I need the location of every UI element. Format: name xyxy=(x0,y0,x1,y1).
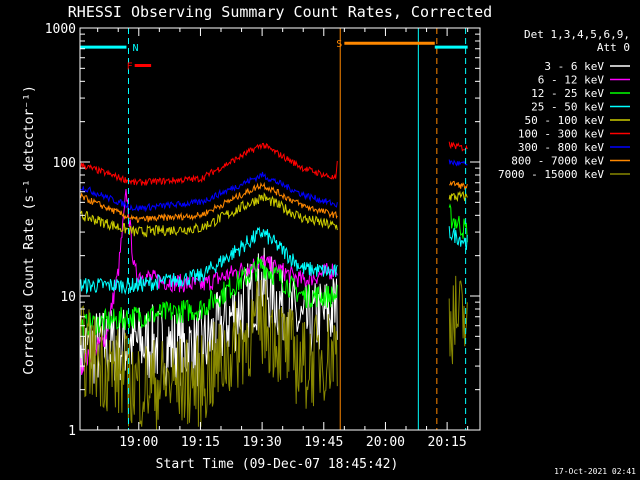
status-bar-label-s: S xyxy=(336,39,342,50)
x-tick-label: 20:15 xyxy=(428,435,467,450)
legend-label: 6 - 12 keV xyxy=(538,74,605,87)
plot-area: NF S 19:00 19:15 19:30 19:45 20:00 20:15 1 10 100… xyxy=(45,22,481,450)
series-layer xyxy=(79,141,468,430)
y-tick-label: 1 xyxy=(68,424,76,439)
series-line-post-100-300-kev xyxy=(448,141,468,152)
x-tick-label: 20:00 xyxy=(366,435,405,450)
legend-label: 12 - 25 keV xyxy=(531,87,604,100)
legend-label: 50 - 100 keV xyxy=(525,114,605,127)
series-line-post-25-50-kev xyxy=(448,226,468,250)
series-line-post-7000-15000-kev xyxy=(448,275,468,365)
series-line-12-25-kev xyxy=(79,257,338,338)
axis-layer: 19:00 19:15 19:30 19:45 20:00 20:15 1 10 100 1000 xyxy=(45,22,480,450)
chart-title: RHESSI Observing Summary Count Rates, Co… xyxy=(68,3,492,21)
series-line-post-50-100-kev xyxy=(448,190,468,202)
series-line-50-100-kev xyxy=(79,192,338,238)
series-line-300-800-kev xyxy=(79,171,338,213)
y-tick-label: 10 xyxy=(60,290,76,305)
marker-layer: NF S xyxy=(80,28,468,430)
legend-label: 25 - 50 keV xyxy=(531,101,604,114)
series-line-post-300-800-kev xyxy=(448,159,468,167)
x-axis-label: Start Time (09-Dec-07 18:45:42) xyxy=(156,457,399,472)
generated-timestamp: 17-Oct-2021 02:41 xyxy=(554,467,636,476)
series-line-post-12-25-kev xyxy=(448,203,468,243)
series-line-100-300-kev xyxy=(79,142,338,187)
status-bar-label-f: F xyxy=(127,61,133,72)
y-tick-label: 100 xyxy=(53,156,76,171)
y-axis-label: Corrected Count Rate (s⁻¹ detector⁻¹) xyxy=(22,85,37,375)
legend-label: 7000 - 15000 keV xyxy=(498,168,604,181)
plot-frame xyxy=(79,27,481,431)
x-tick-label: 19:30 xyxy=(243,435,282,450)
legend-header: Det 1,3,4,5,6,9, xyxy=(524,28,630,41)
x-tick-label: 19:15 xyxy=(181,435,220,450)
y-tick-label: 1000 xyxy=(45,22,76,37)
legend-subheader: Att 0 xyxy=(597,41,630,54)
legend-label: 300 - 800 keV xyxy=(518,141,604,154)
status-bar-label-n: N xyxy=(132,43,138,54)
x-tick-label: 19:00 xyxy=(119,435,158,450)
series-line-800-7000-kev xyxy=(79,181,338,223)
legend-label: 3 - 6 keV xyxy=(544,60,604,73)
series-line-25-50-kev xyxy=(79,226,338,295)
legend-label: 800 - 7000 keV xyxy=(511,155,604,168)
series-line-7000-15000-kev xyxy=(79,279,338,430)
legend-label: 100 - 300 keV xyxy=(518,128,604,141)
series-line-post-800-7000-kev xyxy=(449,180,468,191)
x-tick-label: 19:45 xyxy=(304,435,343,450)
